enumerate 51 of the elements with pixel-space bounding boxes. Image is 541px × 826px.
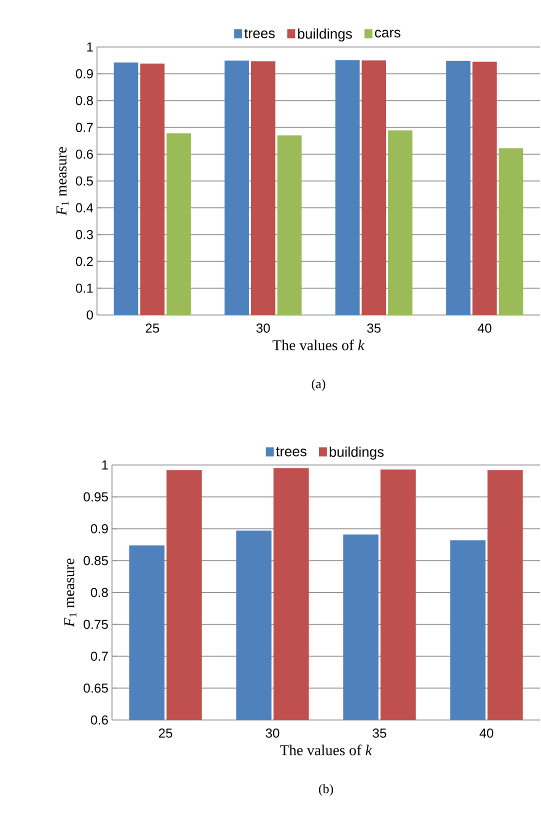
y-tick-label: 0.65	[84, 684, 108, 693]
y-tick-label: 0.8	[90, 588, 108, 598]
y-tick-label: 0.95	[84, 492, 108, 502]
text: (a)	[312, 379, 326, 391]
y-tick-label: 0.6	[76, 150, 93, 159]
bar	[388, 130, 412, 315]
x-tick-label: 25	[146, 324, 160, 333]
x-axis-title: The values of k	[272, 340, 365, 350]
bar	[140, 64, 165, 315]
text: (b)	[318, 784, 334, 796]
y-tick-label: 0.7	[90, 652, 108, 661]
y-axis-title: F$_{1}$ measure	[64, 558, 76, 627]
x-tick-label: 25	[158, 728, 172, 738]
bar	[224, 60, 249, 315]
y-tick-label: 1	[102, 460, 108, 470]
y-tick-label: 0.9	[90, 524, 108, 534]
bar	[166, 133, 191, 315]
legend-label: trees	[244, 29, 275, 38]
legend-label: buildings	[330, 446, 384, 460]
y-tick-label: 0.4	[76, 203, 94, 212]
legend-label: cars	[375, 30, 400, 38]
bar	[114, 62, 138, 315]
y-tick-label: 0.3	[76, 230, 93, 240]
y-tick-label: 0.1	[76, 284, 93, 293]
x-tick-label: 30	[256, 324, 270, 333]
x-tick-label: 40	[478, 324, 492, 333]
bar	[277, 135, 302, 315]
bar	[498, 148, 524, 315]
y-tick-label: 0.7	[76, 122, 93, 132]
bar	[472, 62, 497, 315]
y-tick-label: 0.6	[90, 715, 108, 725]
y-tick-label: 0.75	[84, 620, 108, 629]
y-tick-label: 1	[87, 42, 93, 52]
y-tick-label: 0.85	[84, 556, 108, 566]
bar	[362, 60, 386, 315]
y-tick-label: 0.8	[76, 96, 93, 106]
x-axis-title: The values of k	[280, 744, 372, 756]
legend-label: buildings	[298, 28, 352, 42]
bar	[335, 60, 360, 315]
x-tick-label: 40	[480, 728, 494, 738]
x-tick-label: 35	[367, 324, 381, 333]
x-tick-label: 30	[266, 728, 280, 738]
y-tick-label: 0.5	[76, 176, 93, 186]
bar	[250, 61, 276, 315]
y-tick-label: 0.9	[76, 69, 93, 78]
y-axis-title: F$_{1}$ measure	[56, 147, 69, 216]
legend-label: trees	[276, 447, 306, 456]
x-tick-label: 35	[372, 728, 386, 738]
y-tick-label: 0.2	[76, 256, 93, 266]
y-tick-label: 0	[86, 310, 93, 320]
bar	[446, 60, 470, 315]
